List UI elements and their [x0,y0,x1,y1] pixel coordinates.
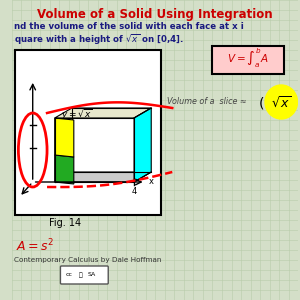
Bar [15,50,161,215]
Text: Ⓜ: Ⓜ [79,272,83,278]
Text: cc: cc [65,272,73,278]
Polygon shape [55,155,74,184]
Text: $\sqrt{x}$: $\sqrt{x}$ [271,95,292,111]
Text: $V = \int_a^b A$: $V = \int_a^b A$ [227,46,269,70]
Text: SA: SA [88,272,96,278]
Text: nd the volume of the solid with each face at x i: nd the volume of the solid with each fac… [14,22,243,31]
Text: quare with a height of $\sqrt{x}$ on [0,4].: quare with a height of $\sqrt{x}$ on [0,… [14,32,183,46]
Polygon shape [55,108,151,118]
Text: Contemporary Calculus by Dale Hoffman: Contemporary Calculus by Dale Hoffman [14,257,162,263]
Polygon shape [55,172,151,182]
Text: x: x [148,178,153,187]
Text: $A = s^{2}$: $A = s^{2}$ [16,238,55,255]
Text: Volume of a  slice ≈: Volume of a slice ≈ [167,98,247,106]
FancyBboxPatch shape [60,266,108,284]
Polygon shape [55,118,74,157]
Text: Fig. 14: Fig. 14 [49,218,81,228]
Text: $y = \sqrt{x}$: $y = \sqrt{x}$ [61,107,93,122]
Bar [212,46,284,74]
Text: $($: $($ [258,95,265,111]
Text: 4: 4 [131,187,137,196]
Text: Volume of a Solid Using Integration: Volume of a Solid Using Integration [37,8,273,21]
Polygon shape [134,108,151,182]
Circle shape [265,85,298,119]
